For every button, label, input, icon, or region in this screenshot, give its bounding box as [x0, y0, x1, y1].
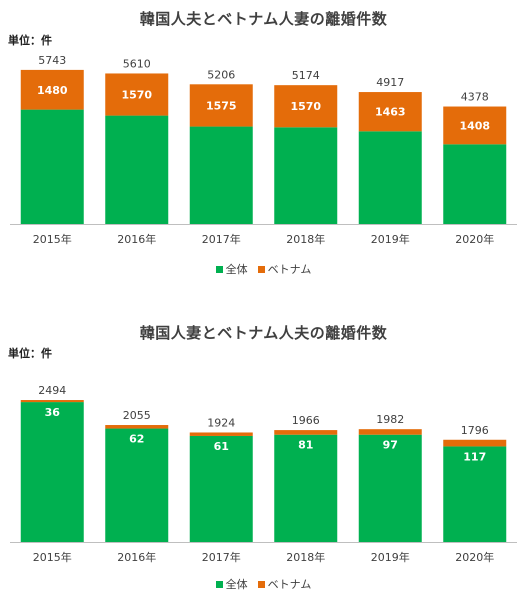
- data-label-total-5: 4378: [461, 91, 489, 104]
- bar-total-5: [443, 446, 507, 542]
- data-label-total-1: 5610: [123, 57, 151, 70]
- bar-vietnam-3: [274, 430, 338, 435]
- bar-vietnam-2: [189, 84, 253, 127]
- data-label-total-3: 5174: [292, 69, 320, 82]
- bar-total-3: [274, 127, 338, 224]
- legend-swatch-total: [215, 580, 223, 588]
- legend-label-vietnam: ベトナム: [267, 263, 312, 276]
- chart-title: 韓国人夫とベトナム人妻の離婚件数: [139, 10, 388, 28]
- bar-chart-plot: 5743 1480 2015年 5610 1570 2016年 5206 1575 2017年 5…: [10, 54, 517, 246]
- data-label-vietnam-3: 81: [298, 439, 313, 452]
- x-tick-label-2: 2017年: [202, 550, 241, 564]
- bar-total-5: [443, 144, 507, 224]
- data-label-total-2: 1924: [207, 416, 235, 429]
- data-label-total-0: 5743: [38, 54, 66, 67]
- x-tick-label-5: 2020年: [455, 550, 494, 564]
- data-label-vietnam-2: 61: [214, 440, 229, 453]
- bar-vietnam-5: [443, 439, 507, 447]
- chart-title: 韓国人妻とベトナム人夫の離婚件数: [139, 324, 388, 342]
- unit-label: 単位：件: [8, 34, 52, 47]
- bar-total-0: [20, 109, 84, 224]
- legend-item-total: 全体: [215, 261, 248, 277]
- bar-vietnam-0: [20, 69, 84, 110]
- legend-label-total: 全体: [225, 578, 248, 591]
- data-label-vietnam-5: 1408: [459, 119, 490, 132]
- bar-vietnam-4: [358, 429, 422, 435]
- data-label-total-4: 1982: [376, 413, 404, 426]
- x-tick-label-4: 2019年: [371, 550, 410, 564]
- data-label-vietnam-1: 1570: [121, 89, 152, 102]
- x-tick-label-5: 2020年: [455, 232, 494, 246]
- bar-chart-plot: 2494 36 2015年 2055 62 2016年 1924 61 2017年 1966 81 2…: [10, 384, 517, 564]
- unit-label: 単位：件: [8, 347, 52, 360]
- data-label-total-0: 2494: [38, 384, 66, 397]
- x-tick-label-1: 2016年: [117, 232, 156, 246]
- bar-total-1: [105, 428, 169, 542]
- x-tick-label-3: 2018年: [286, 232, 325, 246]
- legend-item-total: 全体: [215, 576, 248, 592]
- bar-vietnam-0: [20, 400, 84, 403]
- bar-vietnam-3: [274, 85, 338, 128]
- data-label-vietnam-1: 62: [129, 433, 144, 446]
- data-label-total-1: 2055: [123, 409, 151, 422]
- data-label-vietnam-2: 1575: [206, 99, 237, 112]
- bar-vietnam-5: [443, 106, 507, 145]
- data-label-vietnam-4: 97: [383, 439, 398, 452]
- bar-total-4: [358, 434, 422, 542]
- data-label-total-5: 1796: [461, 424, 489, 437]
- bar-total-1: [105, 115, 169, 224]
- data-label-vietnam-0: 1480: [37, 84, 68, 97]
- data-label-total-3: 1966: [292, 414, 320, 427]
- chart-panel-husband-korean: 韓国人夫とベトナム人妻の離婚件数 単位：件 5743 1480 2015年 5610 1…: [0, 10, 527, 277]
- x-tick-label-0: 2015年: [33, 232, 72, 246]
- x-tick-label-4: 2019年: [371, 232, 410, 246]
- legend-swatch-vietnam: [257, 265, 265, 273]
- data-label-vietnam-4: 1463: [375, 106, 406, 119]
- legend-label-vietnam: ベトナム: [267, 578, 312, 591]
- bar-total-3: [274, 434, 338, 542]
- x-tick-label-3: 2018年: [286, 550, 325, 564]
- bar-vietnam-4: [358, 92, 422, 132]
- legend-swatch-vietnam: [257, 580, 265, 588]
- legend-item-vietnam: ベトナム: [257, 576, 312, 592]
- x-tick-label-1: 2016年: [117, 550, 156, 564]
- legend-label-total: 全体: [225, 263, 248, 276]
- bar-vietnam-1: [105, 73, 169, 116]
- bar-vietnam-2: [189, 432, 253, 436]
- data-label-vietnam-5: 117: [463, 450, 486, 463]
- data-label-total-4: 4917: [376, 76, 404, 89]
- data-label-total-2: 5206: [207, 68, 235, 81]
- bar-total-4: [358, 131, 422, 224]
- bar-vietnam-1: [105, 425, 169, 429]
- x-tick-label-2: 2017年: [202, 232, 241, 246]
- x-tick-label-0: 2015年: [33, 550, 72, 564]
- data-label-vietnam-3: 1570: [290, 100, 321, 113]
- bar-total-0: [20, 402, 84, 542]
- data-label-vietnam-0: 36: [45, 406, 61, 419]
- chart-legend: 全体 ベトナム: [0, 576, 527, 592]
- legend-swatch-total: [215, 265, 223, 273]
- bar-total-2: [189, 435, 253, 542]
- bar-total-2: [189, 126, 253, 224]
- chart-panel-wife-korean: 韓国人妻とベトナム人夫の離婚件数 単位：件 2494 36 2015年 2055 62 2…: [0, 300, 527, 600]
- legend-item-vietnam: ベトナム: [257, 261, 312, 277]
- chart-legend: 全体 ベトナム: [0, 261, 527, 277]
